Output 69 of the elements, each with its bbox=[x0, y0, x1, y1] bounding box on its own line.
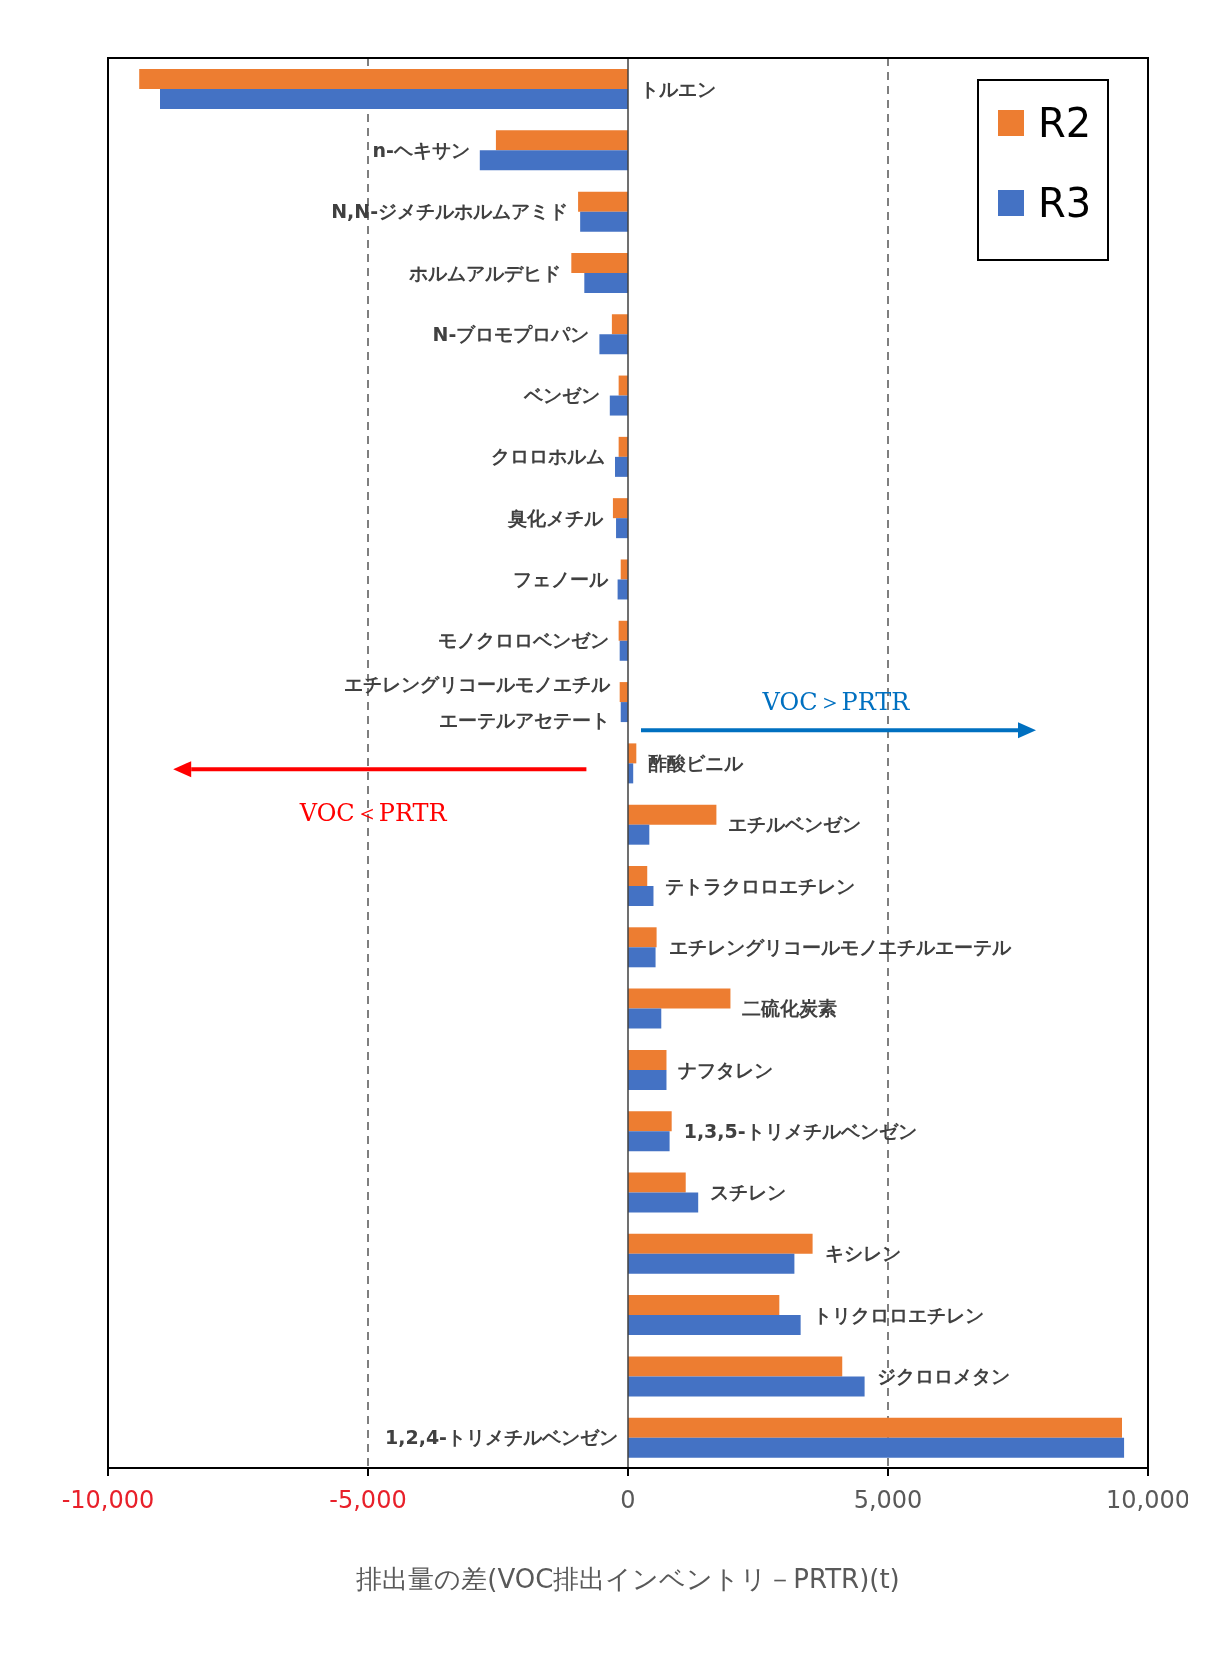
bar bbox=[628, 865, 648, 886]
bar bbox=[628, 1376, 865, 1397]
bar bbox=[628, 1111, 672, 1132]
y-tick-label: ジクロロメタン bbox=[876, 1365, 1010, 1388]
y-tick-label: トリクロロエチレン bbox=[812, 1303, 984, 1326]
y-tick-label: 酢酸ビニル bbox=[648, 752, 745, 774]
annotation: VOC＞PRTR bbox=[761, 688, 911, 717]
bar bbox=[584, 272, 628, 293]
bar bbox=[628, 1069, 667, 1090]
bar bbox=[578, 191, 628, 212]
annotation: VOC＜PRTR bbox=[298, 799, 448, 828]
bar bbox=[616, 518, 628, 539]
y-tick-label: ホルムアルデヒド bbox=[408, 261, 562, 284]
y-tick-label: キシレン bbox=[824, 1242, 901, 1265]
bar bbox=[628, 1008, 662, 1029]
bar bbox=[599, 334, 628, 355]
bar bbox=[628, 988, 731, 1009]
y-tick-label: N,N-ジメチルホルムアミド bbox=[331, 200, 569, 223]
bar bbox=[628, 927, 657, 948]
y-tick-label: エチレングリコールモノエチルエーテルアセテート bbox=[343, 672, 611, 731]
y-tick-label: ベンゼン bbox=[522, 384, 600, 407]
legend-label: R2 bbox=[1038, 100, 1092, 146]
x-tick-label: -10,000 bbox=[61, 1486, 155, 1514]
y-tick-label: ナフタレン bbox=[678, 1058, 774, 1081]
bar bbox=[495, 130, 628, 151]
x-tick-label: 10,000 bbox=[1106, 1486, 1190, 1514]
bar bbox=[628, 804, 717, 825]
y-tick-label: エチレングリコールモノエチルエーテル bbox=[668, 935, 1012, 958]
y-tick-label: 二硫化炭素 bbox=[742, 997, 838, 1020]
y-tick-label: n-ヘキサン bbox=[372, 138, 470, 161]
y-tick-label: トルエン bbox=[640, 77, 716, 100]
y-tick-label: エチルベンゼン bbox=[728, 813, 862, 836]
bar bbox=[628, 1417, 1122, 1438]
bar bbox=[628, 1233, 813, 1254]
bar bbox=[479, 150, 628, 171]
y-tick-label: スチレン bbox=[710, 1181, 787, 1204]
bar bbox=[628, 824, 650, 845]
bar bbox=[609, 395, 628, 416]
bar bbox=[628, 1315, 801, 1336]
y-tick-label: 1,2,4-トリメチルベンゼン bbox=[385, 1426, 618, 1449]
bar bbox=[628, 1049, 667, 1070]
y-tick-label: 臭化メチル bbox=[506, 506, 604, 529]
x-tick-label: 0 bbox=[620, 1486, 636, 1514]
y-tick-label: クロロホルム bbox=[491, 445, 605, 468]
y-tick-label: N-ブロモプロパン bbox=[432, 322, 590, 345]
bar bbox=[628, 947, 656, 968]
bar bbox=[628, 1356, 843, 1377]
bar bbox=[628, 1192, 699, 1213]
x-tick-label: 5,000 bbox=[853, 1486, 923, 1514]
bar bbox=[139, 69, 628, 90]
bar bbox=[571, 252, 628, 273]
bar bbox=[628, 885, 654, 906]
bar bbox=[628, 1131, 670, 1152]
bar bbox=[580, 211, 628, 232]
y-tick-label: モノクロロベンゼン bbox=[437, 629, 609, 652]
bar bbox=[628, 1295, 780, 1316]
x-axis-title: 排出量の差(VOC排出インベントリ－PRTR)(t) bbox=[356, 1564, 900, 1594]
y-tick-label: 1,3,5-トリメチルベンゼン bbox=[683, 1119, 917, 1142]
bar bbox=[611, 314, 628, 335]
y-tick-label: フェノール bbox=[512, 568, 609, 591]
bar bbox=[628, 1253, 795, 1274]
bar bbox=[628, 1437, 1125, 1458]
bar bbox=[160, 89, 628, 110]
legend-label: R3 bbox=[1038, 180, 1092, 226]
bar bbox=[615, 456, 628, 477]
bar bbox=[628, 1172, 686, 1193]
x-tick-label: -5,000 bbox=[329, 1486, 407, 1514]
bar bbox=[612, 498, 628, 519]
y-tick-label: テトラクロロエチレン bbox=[665, 874, 856, 897]
